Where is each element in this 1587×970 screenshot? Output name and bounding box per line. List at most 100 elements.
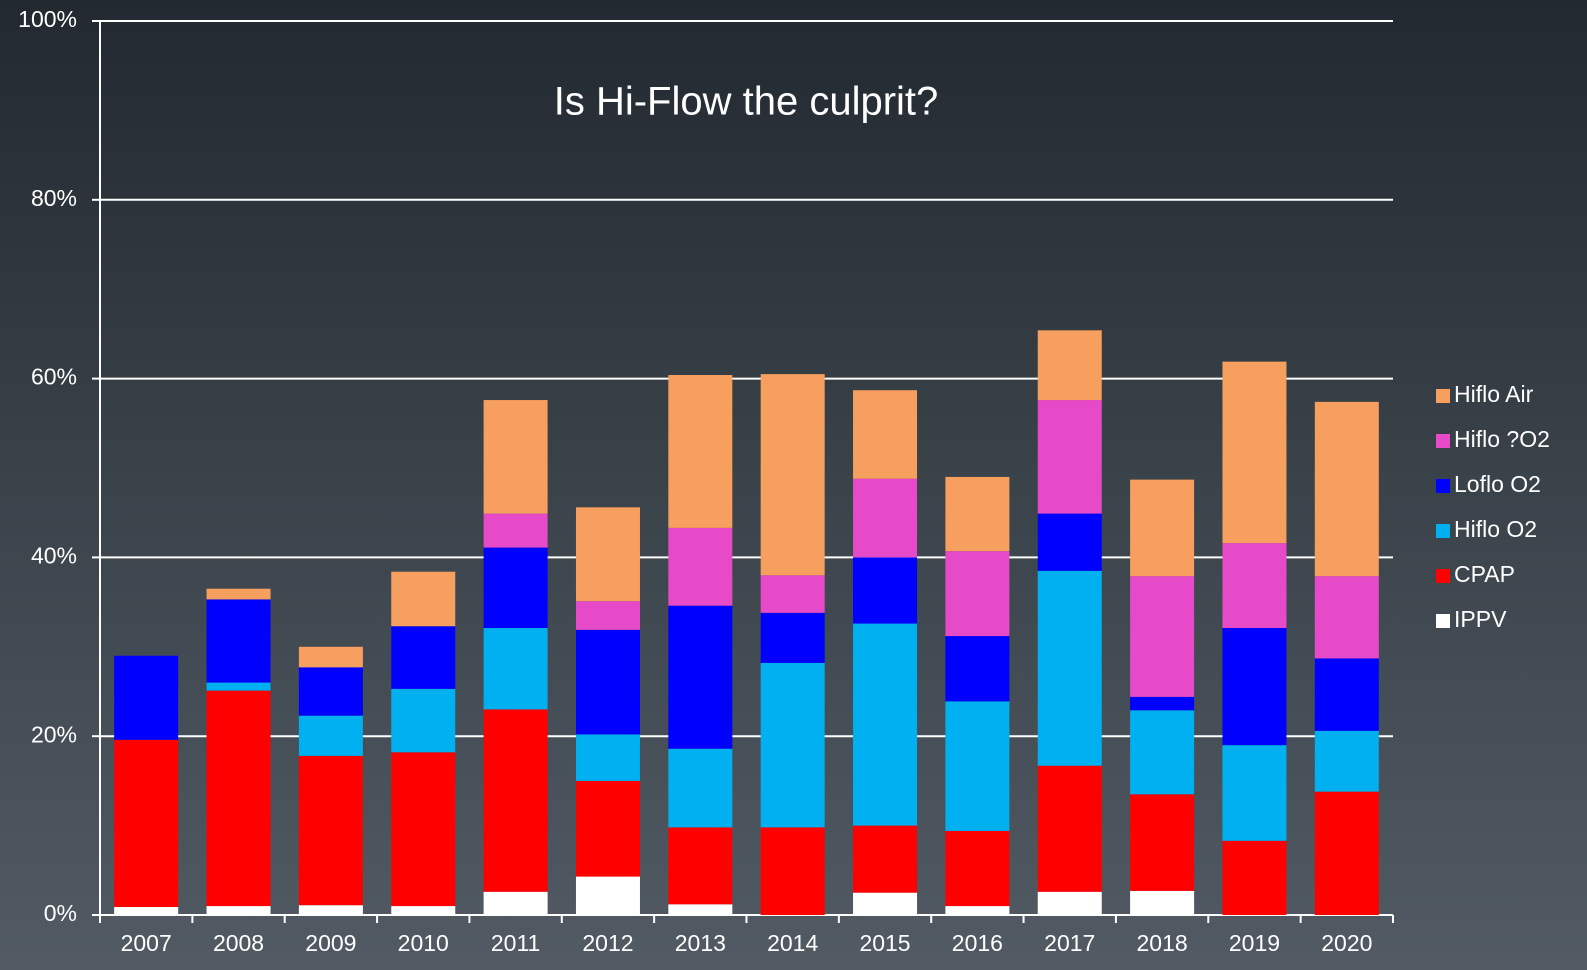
bar-segment [668, 904, 733, 915]
bar-segment [298, 715, 363, 756]
legend-swatch [1436, 569, 1450, 583]
bar-segment [945, 476, 1010, 552]
bar-segment [298, 667, 363, 716]
x-tick-label: 2011 [491, 930, 540, 956]
bar-segment [575, 601, 640, 630]
bar-segment [668, 605, 733, 749]
x-tick-label: 2012 [582, 930, 633, 956]
x-tick-label: 2018 [1137, 930, 1188, 956]
bar-segment [1130, 696, 1195, 711]
bar-segment [575, 629, 640, 735]
x-tick-label: 2020 [1321, 930, 1372, 956]
bar-segment [483, 513, 548, 548]
bar-segment [206, 682, 271, 691]
bar-segment [114, 906, 179, 915]
x-tick-label: 2010 [398, 930, 449, 956]
bar-segment [668, 375, 733, 528]
bar-segment [760, 827, 825, 915]
bar-segment [483, 891, 548, 915]
bar-segment [760, 662, 825, 828]
bar-segment [853, 557, 918, 624]
bar-segment [1314, 401, 1379, 577]
bar-segment [1222, 840, 1287, 915]
x-tick-label: 2014 [767, 930, 818, 956]
bar-segment [1130, 890, 1195, 915]
bar-segment [1130, 794, 1195, 891]
bar-segment [668, 827, 733, 905]
bar-segment [1037, 330, 1102, 401]
bar-segment [945, 551, 1010, 637]
legend-label: IPPV [1454, 606, 1507, 632]
x-tick-label: 2007 [121, 930, 172, 956]
bar-segment [206, 599, 271, 683]
bar-segment [760, 374, 825, 576]
bar-segment [483, 400, 548, 514]
x-tick-label: 2016 [952, 930, 1003, 956]
bar-segment [391, 752, 456, 907]
x-tick-label: 2015 [859, 930, 910, 956]
bar-segment [206, 690, 271, 907]
bar-segment [575, 734, 640, 781]
bar-segment [206, 906, 271, 915]
bar-segment [1222, 628, 1287, 746]
bar-segment [114, 655, 179, 740]
y-tick-label: 0% [44, 900, 77, 926]
y-tick-label: 60% [31, 364, 77, 390]
chart-title: Is Hi-Flow the culprit? [554, 80, 939, 124]
bar-segment [483, 709, 548, 892]
bar-segment [1037, 513, 1102, 571]
y-tick-label: 20% [31, 721, 77, 747]
legend-label: CPAP [1454, 561, 1515, 587]
legend-swatch [1436, 389, 1450, 403]
bar-segment [1314, 576, 1379, 659]
bar-segment [853, 825, 918, 893]
bar-segment [1222, 745, 1287, 841]
bar-segment [1037, 570, 1102, 766]
bar-segment [945, 701, 1010, 831]
y-tick-label: 100% [18, 6, 77, 32]
bar-segment [1037, 400, 1102, 514]
bar-segment [575, 507, 640, 602]
bar-segment [1314, 658, 1379, 731]
bar-segment [298, 646, 363, 668]
bar-segment [391, 571, 456, 627]
bar-segment [1130, 710, 1195, 795]
bar-segment [1222, 543, 1287, 629]
bar-segment [575, 876, 640, 915]
bar-segment [391, 688, 456, 753]
x-tick-label: 2019 [1229, 930, 1280, 956]
bar-segment [206, 588, 271, 600]
bar-segment [1130, 479, 1195, 577]
bar-segment [945, 906, 1010, 915]
bar-segment [853, 892, 918, 915]
bar-segment [575, 780, 640, 877]
bar-segment [483, 547, 548, 629]
legend-swatch [1436, 524, 1450, 538]
legend-swatch [1436, 434, 1450, 448]
x-tick-label: 2008 [213, 930, 264, 956]
bar-segment [298, 755, 363, 906]
x-tick-label: 2017 [1044, 930, 1095, 956]
legend-swatch [1436, 614, 1450, 628]
bar-segment [298, 905, 363, 915]
legend-label: Loflo O2 [1454, 471, 1541, 497]
bar-segment [1130, 576, 1195, 697]
bar-segment [853, 478, 918, 558]
bar-segment [391, 626, 456, 689]
bar-segment [760, 575, 825, 613]
legend-label: Hiflo ?O2 [1454, 426, 1550, 452]
bar-segment [1037, 891, 1102, 915]
bar-segment [668, 748, 733, 828]
bar-segment [483, 628, 548, 710]
bar-segment [391, 906, 456, 915]
bar-segment [853, 390, 918, 479]
legend-swatch [1436, 479, 1450, 493]
bar-segment [668, 527, 733, 606]
legend-label: Hiflo O2 [1454, 516, 1537, 542]
bar-segment [760, 612, 825, 663]
bar-segment [1037, 765, 1102, 892]
bar-segment [1222, 361, 1287, 544]
bar-segment [1314, 791, 1379, 915]
